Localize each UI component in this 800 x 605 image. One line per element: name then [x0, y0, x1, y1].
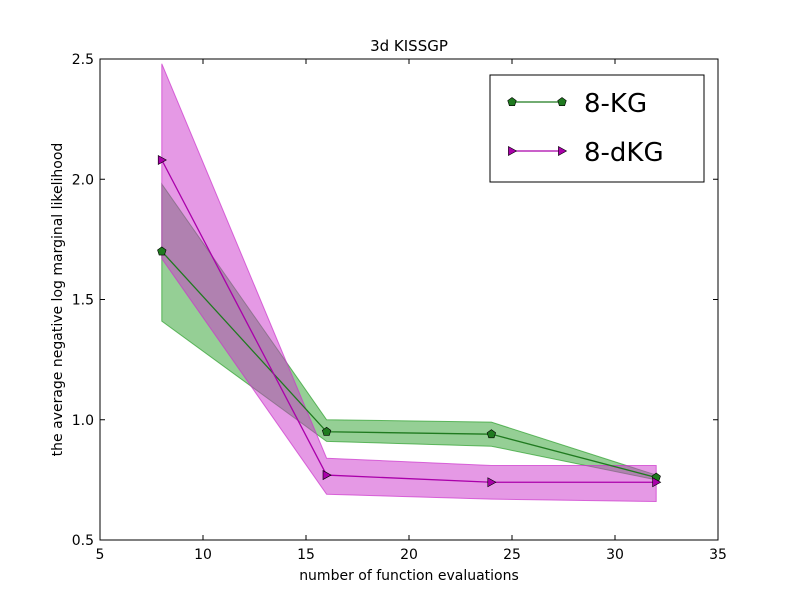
x-tick-label: 5	[96, 547, 105, 563]
point-8-dkg-0	[157, 155, 167, 166]
point-8-kg-1	[321, 426, 332, 436]
x-axis-ticks: 5 10 15 20 25 30 35	[96, 59, 727, 563]
y-tick-label: 0.5	[72, 533, 94, 549]
point-8-dkg-2	[487, 477, 497, 488]
x-tick-label: 30	[606, 547, 624, 563]
legend-marker-8-kg	[557, 97, 567, 106]
legend-label-8-kg: 8-KG	[584, 89, 647, 119]
x-tick-label: 35	[709, 547, 727, 563]
point-8-dkg-1	[322, 470, 332, 481]
series-markers	[157, 155, 662, 488]
y-axis-ticks: 0.5 1.0 1.5 2.0 2.5	[72, 52, 718, 549]
x-tick-label: 20	[400, 547, 418, 563]
band-8-dkg	[161, 63, 657, 503]
series-lines	[161, 159, 657, 483]
x-tick-label: 25	[503, 547, 521, 563]
y-tick-label: 1.5	[72, 293, 94, 309]
legend: 8-KG 8-dKG	[489, 74, 705, 183]
x-tick-label: 15	[297, 547, 315, 563]
legend-marker-8-dkg	[558, 145, 568, 157]
point-8-kg-2	[486, 429, 497, 439]
y-tick-label: 2.5	[72, 52, 94, 68]
legend-label-8-dkg: 8-dKG	[584, 138, 664, 168]
legend-marker-8-kg	[507, 97, 517, 106]
chart-title: 3d KISSGP	[370, 37, 448, 55]
legend-marker-8-dkg	[508, 145, 518, 157]
y-axis-label: the average negative log marginal likeli…	[50, 143, 66, 457]
x-tick-label: 10	[194, 547, 212, 563]
x-axis-label: number of function evaluations	[299, 568, 519, 584]
line-8-kg	[161, 250, 657, 479]
y-tick-label: 1.0	[72, 413, 94, 429]
line-8-dkg	[161, 159, 657, 483]
y-tick-label: 2.0	[72, 172, 94, 188]
point-8-dkg-3	[652, 477, 662, 488]
point-8-kg-0	[157, 246, 167, 256]
legend-box	[489, 74, 705, 183]
